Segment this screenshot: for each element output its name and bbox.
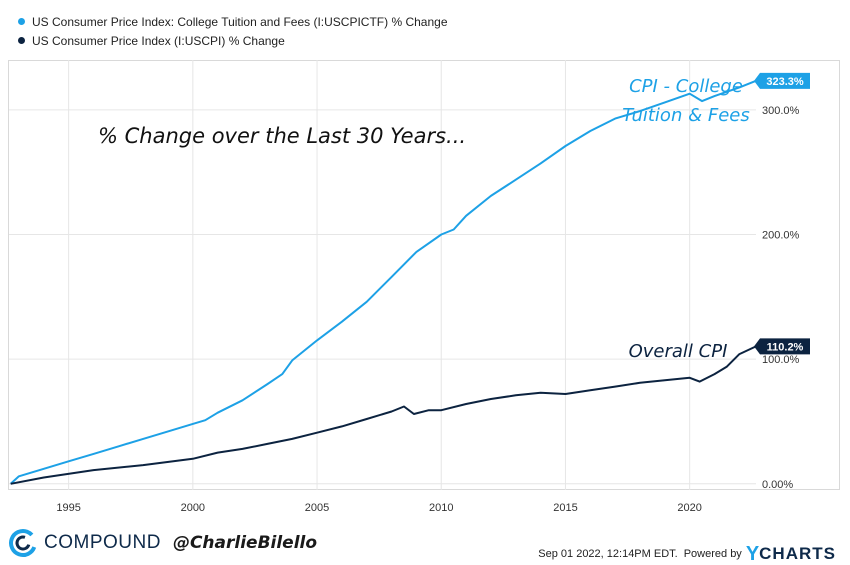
- ycharts-logo-y: Y: [745, 543, 760, 565]
- legend-item-cpi[interactable]: US Consumer Price Index (I:USCPI) % Chan…: [18, 31, 448, 50]
- footer-attribution: Sep 01 2022, 12:14PM EDT. Powered by Y CH…: [538, 544, 836, 564]
- y-tick-label-1: 100.0%: [762, 354, 800, 366]
- chart-title: % Change over the Last 30 Years...: [98, 124, 466, 148]
- end-value-label-1: 110.2%: [767, 341, 804, 353]
- series-annotation-0-0: CPI - College: [629, 76, 743, 97]
- chart-legend: US Consumer Price Index: College Tuition…: [18, 12, 448, 50]
- ycharts-logo-text: CHARTS: [759, 544, 836, 563]
- series-annotation-0-1: Tuition & Fees: [622, 105, 749, 126]
- x-tick-label-2000: 2000: [181, 502, 205, 514]
- legend-label-tuition: US Consumer Price Index: College Tuition…: [32, 14, 448, 29]
- series-annotation-1-0: Overall CPI: [629, 341, 728, 362]
- legend-label-cpi: US Consumer Price Index (I:USCPI) % Chan…: [32, 33, 285, 48]
- y-tick-label-0: 0.00%: [762, 479, 793, 491]
- x-tick-label-2010: 2010: [429, 502, 453, 514]
- end-value-label-0: 323.3%: [766, 76, 804, 88]
- x-tick-label-2015: 2015: [553, 502, 577, 514]
- legend-item-tuition[interactable]: US Consumer Price Index: College Tuition…: [18, 12, 448, 31]
- x-tick-label-1995: 1995: [56, 502, 80, 514]
- brand-name: COMPOUND: [44, 532, 161, 553]
- y-tick-label-2: 200.0%: [762, 229, 800, 241]
- powered-by-text: Powered by: [683, 548, 742, 560]
- plot-frame: [8, 60, 840, 490]
- legend-marker-cpi: [18, 37, 25, 44]
- series-line-1: [10, 345, 757, 485]
- timestamp: Sep 01 2022, 12:14PM EDT.: [538, 548, 678, 560]
- legend-marker-tuition: [18, 18, 25, 25]
- y-tick-label-3: 300.0%: [762, 105, 800, 117]
- compound-logo-icon: [9, 529, 37, 557]
- end-value-badge-0: [754, 72, 810, 89]
- x-tick-label-2005: 2005: [305, 502, 329, 514]
- series-line-0: [10, 79, 757, 485]
- end-value-badge-1: [754, 338, 810, 355]
- x-tick-label-2020: 2020: [677, 502, 701, 514]
- footer-brand: COMPOUND @CharlieBilello: [8, 528, 317, 558]
- author-handle: @CharlieBilello: [172, 533, 318, 553]
